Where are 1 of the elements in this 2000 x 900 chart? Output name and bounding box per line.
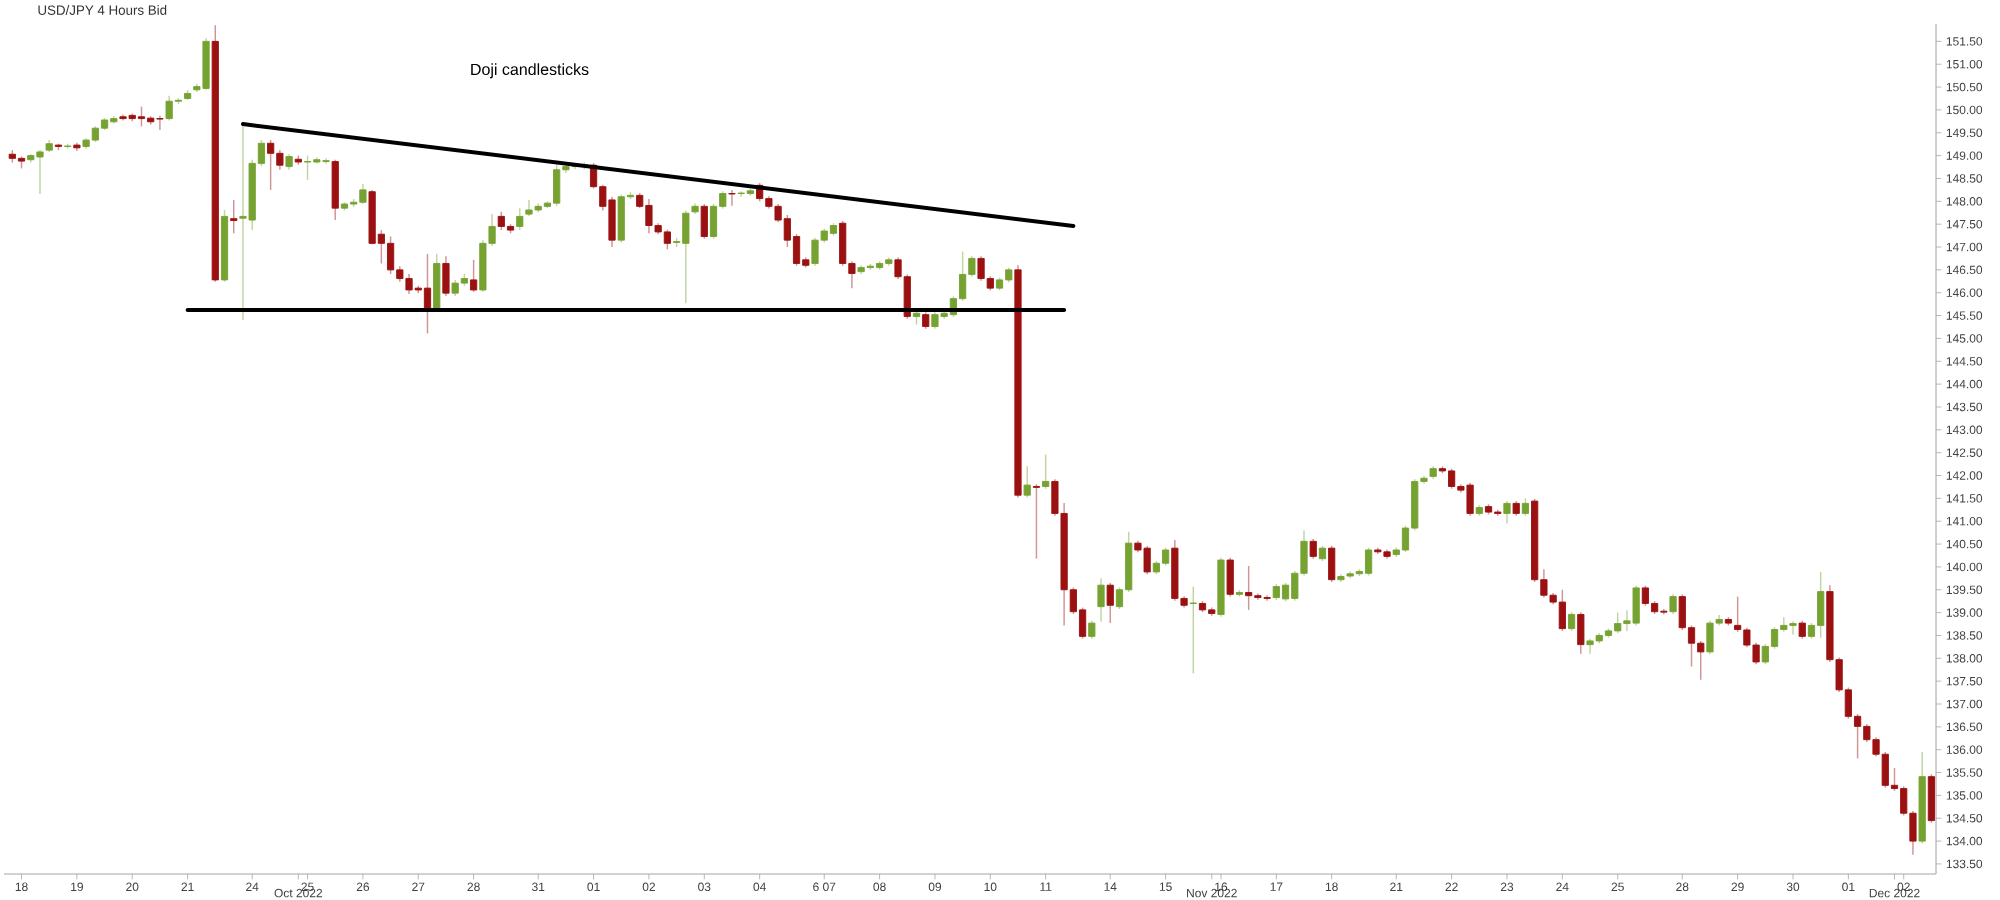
annotation: Doji candlesticks xyxy=(471,63,589,79)
